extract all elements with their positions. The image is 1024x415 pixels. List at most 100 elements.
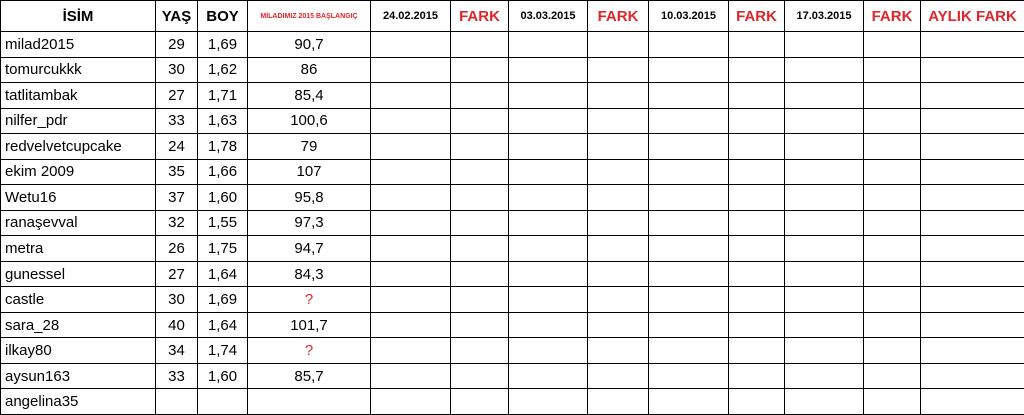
empty-cell	[508, 82, 588, 109]
table-cell: 33	[155, 362, 198, 390]
table-cell: tatlitambak	[0, 82, 156, 109]
empty-cell	[863, 56, 921, 84]
header-cell: 24.02.2015	[370, 0, 451, 32]
table-cell: 27	[155, 82, 198, 109]
table-row: gunessel 27 1,64 84,3	[0, 260, 1024, 288]
table-cell: nilfer_pdr	[0, 107, 156, 135]
table-cell: 86	[247, 56, 371, 84]
empty-cell	[450, 260, 509, 288]
empty-cell	[728, 82, 785, 109]
empty-cell	[728, 184, 785, 211]
empty-cell	[508, 184, 588, 211]
empty-cell	[920, 82, 1024, 109]
empty-cell	[648, 235, 729, 262]
header-row: İSİM YAŞ BOY MİLADIMIZ 2015 BAŞLANGIÇ 24.02.…	[0, 0, 1024, 32]
empty-cell	[508, 31, 588, 58]
empty-cell	[784, 184, 864, 211]
empty-cell	[784, 311, 864, 339]
table-cell: 30	[155, 286, 198, 313]
empty-cell	[784, 56, 864, 84]
empty-cell	[863, 107, 921, 135]
table-cell: 35	[155, 158, 198, 186]
table-cell: 79	[247, 133, 371, 160]
table-cell: 1,62	[197, 56, 248, 84]
table-row: ranaşevval 32 1,55 97,3	[0, 209, 1024, 237]
empty-cell	[587, 184, 649, 211]
empty-cell	[920, 56, 1024, 84]
table-cell: 26	[155, 235, 198, 262]
header-cell: 17.03.2015	[784, 0, 864, 32]
empty-cell	[920, 184, 1024, 211]
header-cell: YAŞ	[155, 0, 198, 32]
empty-cell	[370, 286, 451, 313]
table-cell: metra	[0, 235, 156, 262]
empty-cell	[508, 158, 588, 186]
empty-cell	[508, 337, 588, 364]
table-cell: 1,64	[197, 260, 248, 288]
table-cell: 1,63	[197, 107, 248, 135]
empty-cell	[370, 31, 451, 58]
empty-cell	[728, 235, 785, 262]
empty-cell	[508, 362, 588, 390]
table-cell: 33	[155, 107, 198, 135]
empty-cell	[863, 158, 921, 186]
table-cell: 90,7	[247, 31, 371, 58]
empty-cell	[370, 260, 451, 288]
empty-cell	[370, 107, 451, 135]
empty-cell	[648, 107, 729, 135]
table-cell: 1,64	[197, 311, 248, 339]
table-cell: 95,8	[247, 184, 371, 211]
empty-cell	[587, 286, 649, 313]
empty-cell	[784, 337, 864, 364]
empty-cell	[863, 133, 921, 160]
empty-cell	[450, 107, 509, 135]
empty-cell	[784, 260, 864, 288]
empty-cell	[450, 388, 509, 415]
table-cell: 100,6	[247, 107, 371, 135]
empty-cell	[784, 388, 864, 415]
table-row: aysun163 33 1,60 85,7	[0, 362, 1024, 390]
empty-cell	[370, 337, 451, 364]
header-cell: 10.03.2015	[648, 0, 729, 32]
table-cell: 1,60	[197, 184, 248, 211]
empty-cell	[587, 158, 649, 186]
empty-cell	[450, 362, 509, 390]
table-cell: 30	[155, 56, 198, 84]
empty-cell	[920, 158, 1024, 186]
empty-cell	[784, 31, 864, 58]
empty-cell	[587, 260, 649, 288]
empty-cell	[920, 337, 1024, 364]
empty-cell	[863, 286, 921, 313]
empty-cell	[587, 209, 649, 237]
table-cell: 1,60	[197, 362, 248, 390]
table-row: angelina35	[0, 388, 1024, 415]
empty-cell	[587, 107, 649, 135]
empty-cell	[587, 388, 649, 415]
table-cell: 32	[155, 209, 198, 237]
table-cell: 1,69	[197, 286, 248, 313]
empty-cell	[728, 31, 785, 58]
empty-cell	[508, 286, 588, 313]
table-cell: ?	[247, 286, 371, 313]
empty-cell	[370, 158, 451, 186]
empty-cell	[728, 286, 785, 313]
table-cell: 97,3	[247, 209, 371, 237]
table-cell: 29	[155, 31, 198, 58]
table-row: milad2015 29 1,69 90,7	[0, 31, 1024, 58]
empty-cell	[784, 107, 864, 135]
empty-cell	[370, 235, 451, 262]
empty-cell	[648, 311, 729, 339]
table-cell: ranaşevval	[0, 209, 156, 237]
table-cell: 1,55	[197, 209, 248, 237]
table-body: milad2015 29 1,69 90,7 tomurcukkk 30 1,62 86 tat…	[0, 31, 1024, 415]
empty-cell	[728, 209, 785, 237]
empty-cell	[728, 133, 785, 160]
table-cell: 40	[155, 311, 198, 339]
table-cell: castle	[0, 286, 156, 313]
empty-cell	[863, 235, 921, 262]
table-cell: 27	[155, 260, 198, 288]
table-cell: angelina35	[0, 388, 156, 415]
empty-cell	[728, 56, 785, 84]
header-cell: 03.03.2015	[508, 0, 588, 32]
